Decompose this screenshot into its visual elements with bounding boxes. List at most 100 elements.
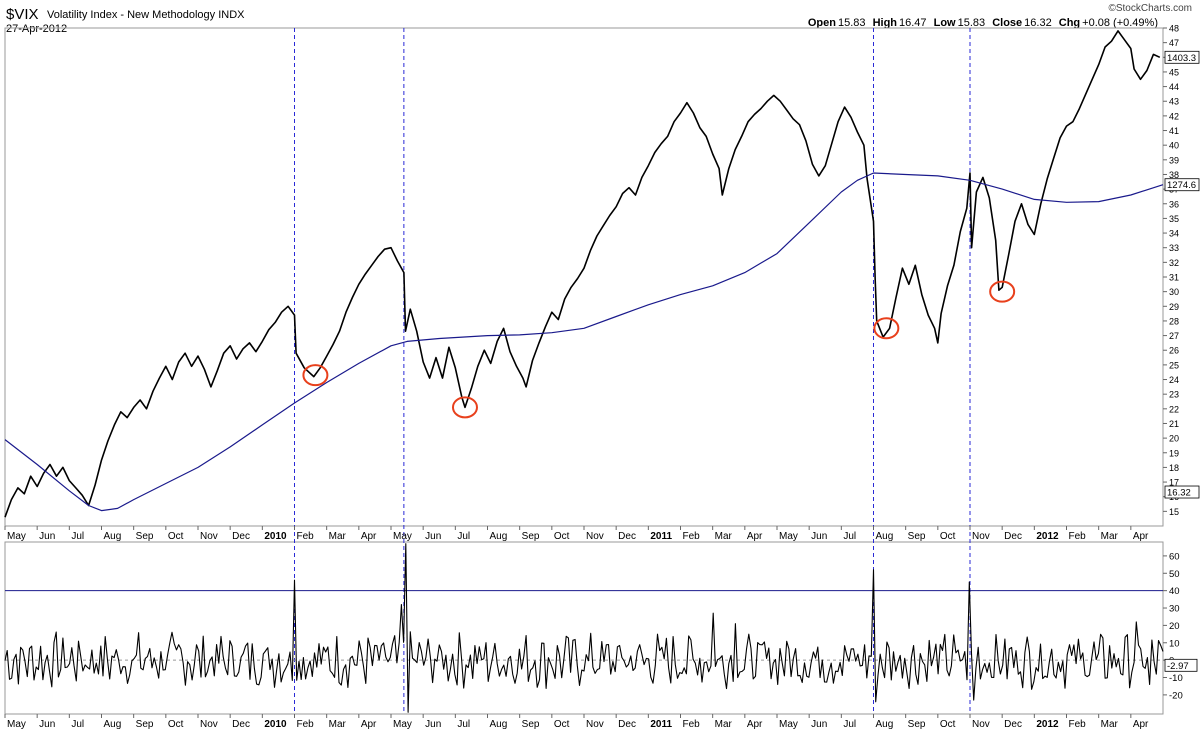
x-tick-label: Apr <box>361 719 377 730</box>
low-label: Low <box>933 17 956 29</box>
y-tick-label: 22 <box>1169 404 1179 414</box>
x-tick-label: Dec <box>232 719 250 730</box>
open-value: 15.83 <box>837 17 866 29</box>
average-value-label: 1274.6 <box>1167 180 1196 191</box>
x-tick-label: 2010 <box>264 719 287 730</box>
x-tick-label: Dec <box>1004 719 1022 730</box>
x-tick-label: Feb <box>1069 531 1087 542</box>
x-tick-label: Nov <box>200 531 218 542</box>
x-tick-label: Jul <box>457 531 470 542</box>
x-tick-label: Dec <box>1004 531 1022 542</box>
symbol-title: $VIX <box>6 6 39 23</box>
x-tick-label: Apr <box>747 531 763 542</box>
y-tick-label: 42 <box>1169 111 1179 121</box>
indicator-y-tick-label: 60 <box>1169 551 1180 562</box>
x-tick-label: Dec <box>618 719 636 730</box>
x-tick-label: Jun <box>811 719 827 730</box>
x-tick-label: Oct <box>554 719 570 730</box>
indicator-y-tick-label: 50 <box>1169 569 1180 580</box>
x-tick-label: Aug <box>104 719 122 730</box>
y-tick-label: 26 <box>1169 346 1179 356</box>
x-tick-label: Mar <box>715 719 733 730</box>
y-tick-label: 19 <box>1169 448 1179 458</box>
indicator-panel-frame <box>4 541 1164 715</box>
x-tick-label: Jul <box>71 531 84 542</box>
x-tick-label: Aug <box>104 531 122 542</box>
x-tick-label: 2012 <box>1036 531 1059 542</box>
exchange-code: INDX <box>218 9 245 21</box>
y-tick-label: 45 <box>1169 67 1179 77</box>
x-tick-label: Sep <box>136 531 154 542</box>
x-tick-label: Mar <box>1101 531 1119 542</box>
x-tick-label: Mar <box>329 531 347 542</box>
x-tick-label: May <box>7 531 26 542</box>
x-tick-label: Apr <box>747 719 763 730</box>
x-tick-label: Sep <box>522 531 540 542</box>
price-value-label: 1403.3 <box>1167 53 1196 64</box>
x-tick-label: Aug <box>876 719 894 730</box>
indicator-y-tick-label: -10 <box>1169 673 1183 684</box>
indicator-y-tick-label: 30 <box>1169 604 1180 615</box>
x-tick-label: Feb <box>683 531 701 542</box>
y-tick-label: 20 <box>1169 434 1179 444</box>
x-tick-label: Nov <box>586 719 604 730</box>
x-tick-label: Aug <box>490 531 508 542</box>
x-tick-label: Mar <box>329 719 347 730</box>
x-tick-label: Oct <box>168 719 184 730</box>
x-tick-label: Feb <box>1069 719 1087 730</box>
close-value-label-box <box>1164 485 1200 499</box>
price-line <box>4 30 1161 518</box>
x-tick-label: Jul <box>457 719 470 730</box>
y-tick-label: 21 <box>1169 419 1179 429</box>
y-tick-label: 29 <box>1169 302 1179 312</box>
x-tick-label: Apr <box>1133 719 1149 730</box>
y-tick-label: 35 <box>1169 214 1179 224</box>
low-value: 15.83 <box>957 17 986 29</box>
highlight-circle <box>451 396 478 419</box>
x-tick-label: Apr <box>361 531 377 542</box>
y-tick-label: 33 <box>1169 243 1179 253</box>
y-tick-label: 48 <box>1169 24 1179 34</box>
x-tick-label: Jun <box>425 719 441 730</box>
y-tick-label: 32 <box>1169 258 1179 268</box>
x-tick-label: May <box>393 531 412 542</box>
x-tick-label: Jul <box>843 531 856 542</box>
x-tick-label: May <box>7 719 26 730</box>
x-tick-label: Nov <box>200 719 218 730</box>
high-label: High <box>872 17 898 29</box>
highlight-circle <box>302 364 329 387</box>
main-panel-frame <box>4 27 1164 527</box>
x-tick-label: Oct <box>940 531 956 542</box>
y-tick-label: 31 <box>1169 273 1179 283</box>
highlight-circle <box>989 280 1016 303</box>
y-tick-label: 39 <box>1169 155 1179 165</box>
x-tick-label: Jun <box>425 531 441 542</box>
x-tick-label: Jun <box>39 531 55 542</box>
x-tick-label: Jun <box>39 719 55 730</box>
x-tick-label: Mar <box>1101 719 1119 730</box>
close-label: Close <box>992 17 1023 29</box>
ohlc-readout: Open 15.83 High 16.47 Low 15.83 Close 16.32 … <box>808 17 1162 29</box>
y-tick-label: 47 <box>1169 38 1179 48</box>
x-tick-label: May <box>393 719 412 730</box>
y-tick-label: 27 <box>1169 331 1179 341</box>
x-tick-label: Jun <box>811 531 827 542</box>
moving-average-line <box>4 172 1164 512</box>
indicator-y-tick-label: 40 <box>1169 586 1180 597</box>
indicator-line <box>4 543 1164 713</box>
chg-label: Chg <box>1058 17 1081 29</box>
copyright-text: ©StockCharts.com <box>1108 3 1192 14</box>
indicator-value-label: -2.97 <box>1167 661 1189 672</box>
price-value-label-box <box>1164 50 1200 64</box>
x-tick-label: Oct <box>940 719 956 730</box>
x-tick-label: 2010 <box>264 531 287 542</box>
description-text: Volatility Index - New Methodology <box>47 9 216 21</box>
y-tick-label: 28 <box>1169 316 1179 326</box>
y-tick-label: 17 <box>1169 478 1179 488</box>
y-tick-label: 41 <box>1169 126 1179 136</box>
highlight-circle <box>873 317 900 340</box>
y-tick-label: 25 <box>1169 360 1179 370</box>
x-tick-label: Jul <box>71 719 84 730</box>
y-tick-label: 40 <box>1169 141 1179 151</box>
